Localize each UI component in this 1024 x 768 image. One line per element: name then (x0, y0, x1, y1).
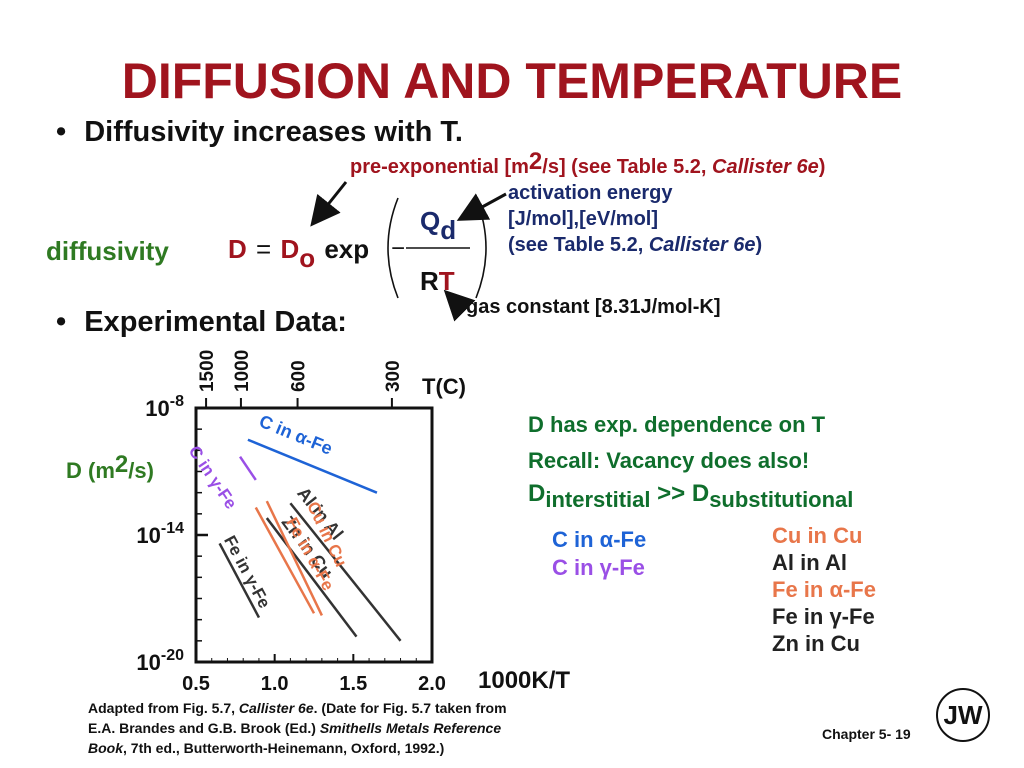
caption-line-1: Adapted from Fig. 5.7, Callister 6e. (Da… (88, 700, 507, 716)
series-label: C in γ-Fe (185, 442, 241, 512)
top-tick-label: 600 (289, 360, 310, 392)
series-line (247, 438, 378, 494)
figure-caption: Adapted from Fig. 5.7, Callister 6e. (Da… (88, 698, 507, 758)
top-tick-label: 300 (383, 360, 404, 392)
eq-exp: exp (324, 234, 370, 264)
chapter-footer: Chapter 5- 19 (822, 726, 911, 742)
eq-D: D (228, 234, 247, 264)
series-line (254, 506, 316, 614)
preexp-text-c: ) (818, 156, 826, 178)
series-label: C in α-Fe (256, 411, 335, 459)
eq-D0: D (280, 234, 300, 264)
legend-left-item: C in γ-Fe (552, 555, 645, 580)
svg-text:JW: JW (944, 700, 983, 730)
top-axis-label: T(C) (422, 374, 466, 399)
top-tick-label: 1000 (232, 350, 253, 392)
legend-right-item: Al in Al (772, 550, 847, 575)
eq-Q-sub: d (440, 215, 457, 245)
legend-substitutional: Cu in Cu Al in Al Fe in α-Fe Fe in γ-Fe Zn i… (772, 522, 876, 657)
slide-title: DIFFUSION AND TEMPERATURE (121, 53, 903, 109)
eq-RT: RT (420, 266, 455, 297)
x-tick-label: 0.5 (182, 673, 210, 695)
y-tick-label: 10-20 (136, 647, 184, 675)
legend-right-item: Fe in γ-Fe (772, 604, 875, 629)
preexp-text-b: /s] (see Table 5.2, (542, 156, 712, 178)
preexp-text-a: pre-exponential [m (350, 156, 529, 178)
eq-minus: − (391, 235, 406, 262)
legend-interstitial: C in α-Fe C in γ-Fe (552, 526, 646, 582)
series-line (265, 517, 358, 638)
preexp-italic: Callister 6e (712, 156, 819, 178)
series-line (289, 502, 402, 642)
bullet-text: Experimental Data: (84, 306, 347, 338)
bullet-text: Diffusivity increases with T. (84, 116, 463, 148)
activation-annotation: activation energy [J/mol],[eV/mol] (see … (508, 180, 762, 258)
wiley-logo: JW (936, 688, 990, 742)
legend-right-item: Zn in Cu (772, 631, 860, 656)
caption-line-2: E.A. Brandes and G.B. Brook (Ed.) Smithe… (88, 720, 502, 736)
preexp-annotation: pre-exponential [m2/s] (see Table 5.2, C… (350, 148, 826, 180)
preexp-sup: 2 (528, 148, 543, 175)
series-line (265, 500, 323, 616)
eq-R: R (420, 266, 439, 296)
note-vacancy: Recall: Vacancy does also! (528, 448, 810, 473)
series-line (218, 542, 261, 619)
top-tick-label: 1500 (197, 350, 218, 392)
activation-line-3: (see Table 5.2, Callister 6e) (508, 234, 763, 256)
y-tick-label: 10-8 (145, 393, 184, 421)
bullet-experimental: • Experimental Data: (56, 306, 347, 339)
eq-equals: = (256, 234, 272, 264)
activation-line-2: [J/mol],[eV/mol] (508, 208, 659, 230)
series-line (239, 455, 257, 481)
activation-line-1: activation energy (508, 182, 673, 204)
eq-Q: Qd (420, 206, 457, 245)
x-tick-label: 1.5 (339, 673, 367, 695)
note-exp-dependence: D has exp. dependence on T (528, 412, 826, 437)
x-axis-label: 1000K/T (478, 667, 570, 694)
legend-left-item: C in α-Fe (552, 527, 647, 552)
series-label: Fe in γ-Fe (220, 532, 274, 611)
diffusivity-label: diffusivity (46, 236, 169, 266)
bullet-dot: • (56, 306, 67, 338)
legend-right-item: Cu in Cu (772, 523, 863, 548)
eq-D0-sub: o (299, 243, 316, 273)
note-interstitial: Dinterstitial >> Dsubstitutional (528, 480, 854, 512)
eq-T: T (438, 266, 455, 296)
equation: D = Do exp (228, 234, 370, 273)
x-tick-label: 2.0 (418, 673, 446, 695)
legend-right-item: Fe in α-Fe (772, 577, 876, 602)
x-tick-label: 1.0 (261, 673, 289, 695)
y-tick-label: 10-14 (136, 520, 184, 548)
left-paren (387, 197, 399, 299)
bullet-diffusivity: • Diffusivity increases with T. (56, 116, 463, 149)
gas-constant-annotation: gas constant [8.31J/mol-K] (466, 296, 721, 318)
bullet-dot: • (56, 116, 67, 148)
y-axis-label: D (m2/s) (66, 451, 154, 483)
caption-line-3: Book, 7th ed., Butterworth-Heinemann, Ox… (88, 740, 445, 756)
